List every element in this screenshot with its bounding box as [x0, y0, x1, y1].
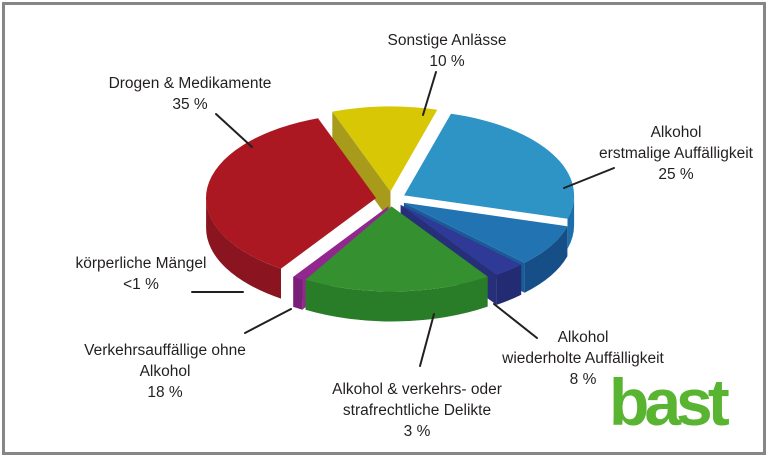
pie-chart: [191, 71, 615, 367]
slice-label-alkohol-erstmalig: Alkohol erstmalige Auffälligkeit 25 %: [599, 124, 753, 183]
pie-slice-alkohol-erstmalig: [404, 113, 575, 249]
pie-slice-drogen: [205, 118, 377, 299]
leader-line-drogen: [215, 113, 253, 148]
leader-line-alkohol-wiederholt: [493, 303, 538, 339]
slice-label-verkehrsauffaellige: Verkehrsauffällige ohne Alkohol 18 %: [84, 342, 246, 401]
slice-label-sonstige: Sonstige Anlässe 10 %: [387, 32, 507, 70]
slice-label-drogen: Drogen & Medikamente 35 %: [108, 75, 272, 113]
slice-label-alkohol-delikte: Alkohol & verkehrs- oder strafrechtliche …: [332, 381, 502, 440]
pie-slice-sonstige: [332, 106, 438, 222]
leader-line-alkohol-delikte: [419, 313, 435, 367]
bast-logo: bast: [609, 365, 730, 439]
slice-label-alkohol-wiederholt: Alkohol wiederholte Auffälligkeit 8 %: [502, 329, 664, 388]
leader-line-alkohol-erstmalig: [563, 167, 615, 189]
slice-label-koerperliche-maengel: körperliche Mängel <1 %: [75, 255, 207, 293]
pie-slice-verkehrsauffaellige: [305, 206, 488, 322]
leader-line-verkehrsauffaellige: [244, 308, 292, 334]
leader-line-sonstige: [422, 71, 437, 116]
